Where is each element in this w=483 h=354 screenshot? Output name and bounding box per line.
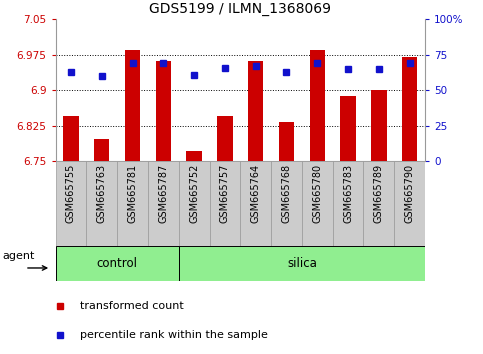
Text: GSM665783: GSM665783	[343, 164, 353, 223]
Bar	[271, 161, 302, 246]
Text: GSM665780: GSM665780	[313, 164, 322, 223]
Bar	[240, 161, 271, 246]
Bar	[310, 50, 325, 161]
Text: transformed count: transformed count	[80, 301, 184, 310]
Bar	[302, 161, 333, 246]
Bar	[86, 161, 117, 246]
Text: GSM665790: GSM665790	[405, 164, 414, 223]
Bar	[125, 50, 140, 161]
Text: GSM665781: GSM665781	[128, 164, 138, 223]
Text: GSM665757: GSM665757	[220, 164, 230, 223]
Text: GSM665787: GSM665787	[158, 164, 168, 223]
Text: GSM665764: GSM665764	[251, 164, 261, 223]
Text: GSM665789: GSM665789	[374, 164, 384, 223]
Text: GSM665752: GSM665752	[189, 164, 199, 223]
Bar	[156, 61, 171, 161]
Bar	[56, 246, 179, 281]
Bar	[117, 161, 148, 246]
Bar	[279, 122, 294, 161]
Bar	[56, 161, 86, 246]
Bar	[179, 246, 425, 281]
Title: GDS5199 / ILMN_1368069: GDS5199 / ILMN_1368069	[149, 2, 331, 16]
Text: GSM665763: GSM665763	[97, 164, 107, 223]
Bar	[341, 96, 356, 161]
Text: percentile rank within the sample: percentile rank within the sample	[80, 330, 268, 340]
Bar	[364, 161, 394, 246]
Bar	[210, 161, 240, 246]
Text: agent: agent	[3, 251, 35, 261]
Bar	[402, 57, 417, 161]
Text: GSM665755: GSM665755	[66, 164, 76, 223]
Bar	[248, 61, 263, 161]
Text: control: control	[97, 257, 138, 270]
Bar	[148, 161, 179, 246]
Bar	[94, 139, 110, 161]
Bar	[179, 161, 210, 246]
Bar	[333, 161, 364, 246]
Text: silica: silica	[287, 257, 317, 270]
Bar	[394, 161, 425, 246]
Bar	[217, 116, 233, 161]
Bar	[371, 90, 386, 161]
Bar	[186, 151, 202, 161]
Bar	[63, 116, 79, 161]
Text: GSM665768: GSM665768	[282, 164, 291, 223]
